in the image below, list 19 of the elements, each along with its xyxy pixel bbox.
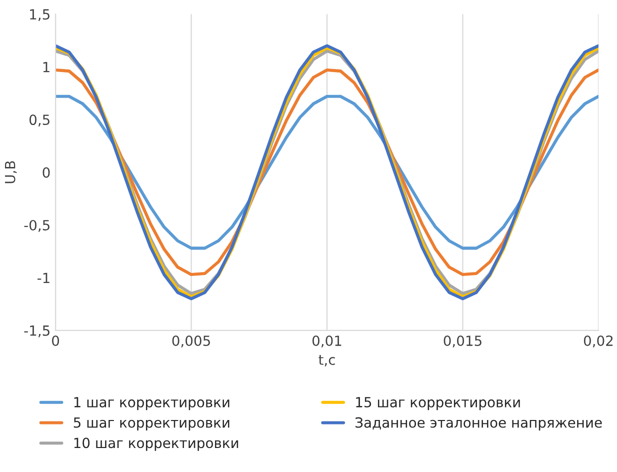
x-tick-label: 0,01 (312, 336, 342, 348)
legend-label: 10 шаг корректировки (74, 438, 238, 451)
y-tick-label: -1,5 (24, 326, 50, 338)
legend-label: 1 шаг корректировки (74, 397, 230, 410)
y-tick-label: 1 (43, 62, 50, 72)
legend-label: 15 шаг корректировки (356, 397, 520, 410)
x-tick-label: 0,005 (172, 336, 210, 348)
y-axis-title: U,B (5, 161, 17, 184)
legend-label: 5 шаг корректировки (74, 417, 230, 430)
y-tick-label: -0,5 (24, 220, 50, 232)
x-axis-title: t,c (318, 355, 335, 366)
y-tick-label: 0 (42, 167, 50, 178)
x-tick-label: 0,015 (444, 336, 482, 348)
x-tick-label: 0 (52, 336, 60, 346)
x-tick-label: 0,02 (584, 336, 613, 348)
y-tick-label: 0,5 (29, 114, 50, 126)
y-tick-label: 1,5 (30, 9, 50, 22)
legend-label: Заданное эталонное напряжение (356, 417, 602, 430)
y-tick-label: -1 (38, 272, 50, 283)
